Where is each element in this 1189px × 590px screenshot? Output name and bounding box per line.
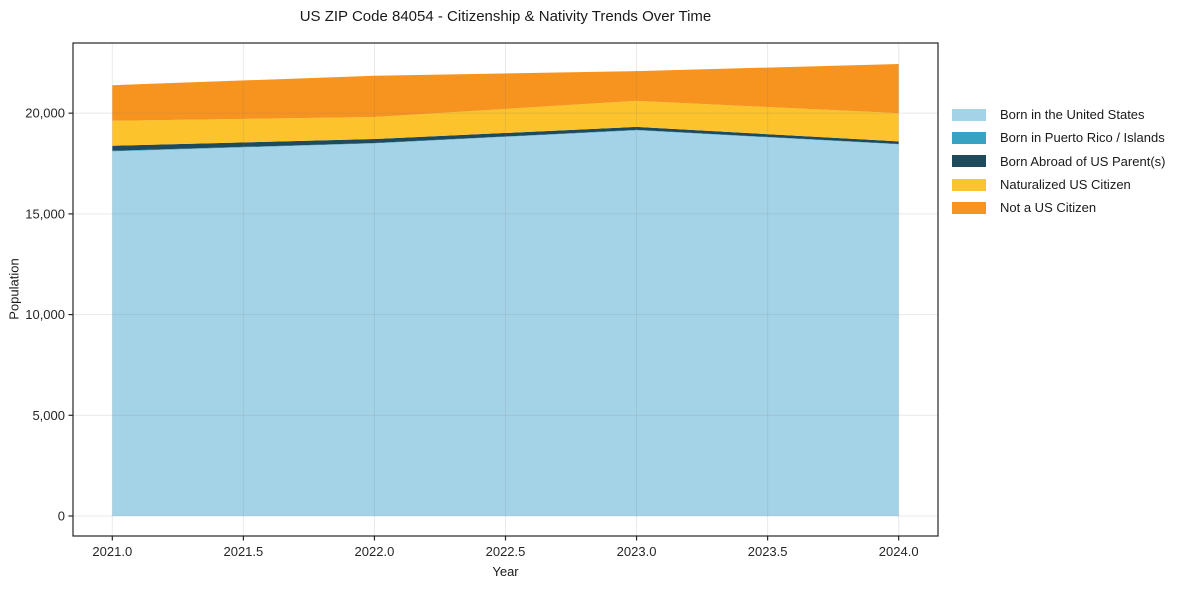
area-series-0: [112, 130, 899, 517]
x-tick-label: 2022.5: [486, 544, 526, 559]
x-tick-label: 2021.5: [223, 544, 263, 559]
y-axis-label: Population: [6, 258, 22, 320]
area-series-2: [112, 126, 899, 151]
x-tick-label: 2021.0: [92, 544, 132, 559]
legend-swatch-icon: [952, 201, 986, 214]
y-tick-label: 5,000: [32, 408, 65, 423]
legend-label: Naturalized US Citizen: [1000, 177, 1131, 193]
legend-label: Born Abroad of US Parent(s): [1000, 153, 1166, 169]
y-tick-label: 0: [58, 508, 65, 523]
legend-item-3: Naturalized US Citizen: [952, 173, 1165, 196]
legend-swatch-icon: [952, 131, 986, 144]
legend-item-1: Born in Puerto Rico / Islands: [952, 126, 1165, 149]
x-tick-label: 2022.0: [355, 544, 395, 559]
legend-label: Born in Puerto Rico / Islands: [1000, 130, 1165, 146]
x-tick-label: 2023.5: [748, 544, 788, 559]
chart-title: US ZIP Code 84054 - Citizenship & Nativi…: [299, 8, 712, 25]
legend-item-2: Born Abroad of US Parent(s): [952, 150, 1165, 173]
legend-item-0: Born in the United States: [952, 103, 1165, 126]
legend-label: Not a US Citizen: [1000, 200, 1097, 216]
legend-swatch-icon: [952, 108, 986, 121]
x-tick-label: 2024.0: [879, 544, 919, 559]
x-tick-label: 2023.0: [617, 544, 657, 559]
area-series-4: [112, 64, 899, 121]
y-tick-label: 10,000: [25, 307, 65, 322]
x-axis-label: Year: [492, 564, 519, 579]
y-tick-label: 20,000: [25, 106, 65, 121]
legend-label: Born in the United States: [1000, 107, 1145, 123]
legend: Born in the United States Born in Puerto …: [952, 103, 1165, 219]
legend-swatch-icon: [952, 155, 986, 168]
y-tick-label: 15,000: [25, 206, 65, 221]
area-series-3: [112, 100, 899, 146]
legend-swatch-icon: [952, 178, 986, 191]
legend-item-4: Not a US Citizen: [952, 196, 1165, 219]
